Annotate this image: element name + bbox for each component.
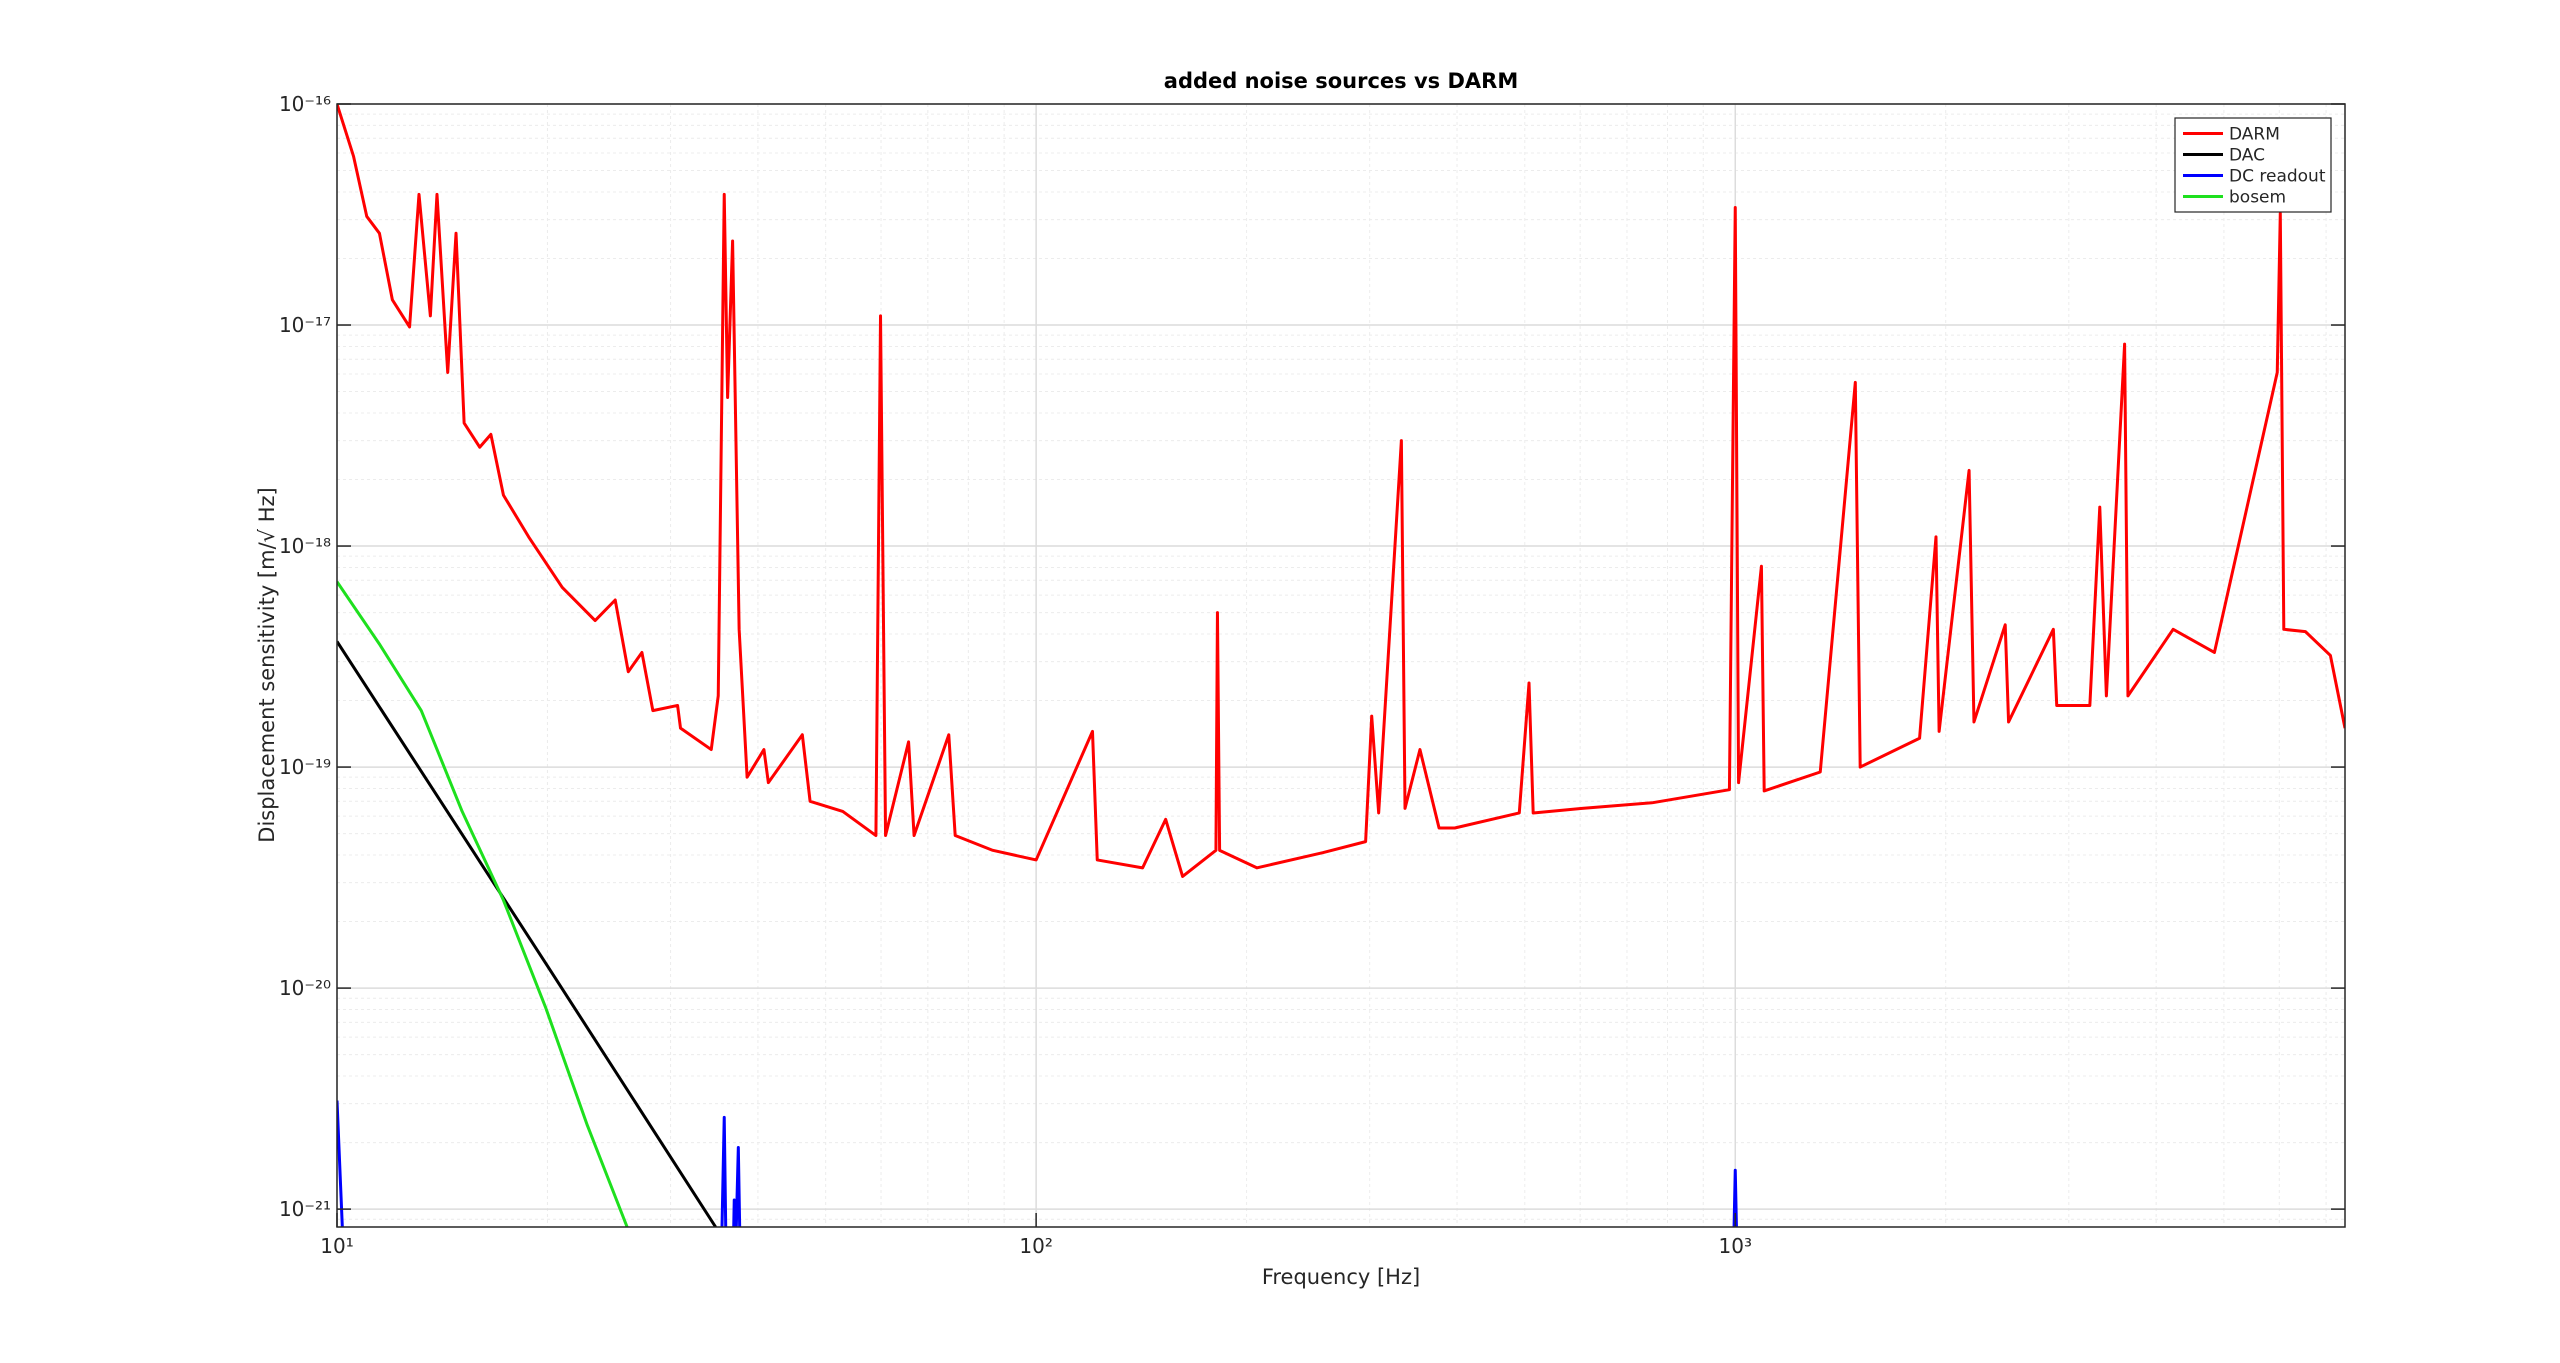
- plot-area: [337, 104, 2345, 1227]
- axes-box: [336, 103, 2346, 1228]
- x-axis-label: Frequency [Hz]: [1262, 1265, 1420, 1289]
- series-line: [337, 580, 629, 1227]
- grid: [336, 103, 2345, 1227]
- legend-label: DARM: [2229, 125, 2280, 145]
- legend-label: DAC: [2229, 146, 2265, 166]
- axes: 10¹ 10² 10³ 10⁻²¹ 10⁻²⁰ 10⁻¹⁹ 10⁻¹⁸ 10⁻¹⁷ 10⁻¹⁶: [279, 92, 2346, 1258]
- x-tick-label: 10²: [1019, 1234, 1052, 1258]
- y-tick-label: 10⁻²⁰: [279, 976, 331, 1000]
- y-tick-label: 10⁻¹⁷: [279, 313, 331, 337]
- x-tick-label: 10³: [1719, 1234, 1752, 1258]
- series-line: [337, 1100, 1738, 1227]
- legend-label: bosem: [2229, 188, 2286, 208]
- y-axis-label: Displacement sensitivity [m/√ Hz]: [255, 487, 279, 842]
- y-tick-label: 10⁻¹⁶: [279, 92, 331, 116]
- legend-label: DC readout: [2229, 167, 2326, 187]
- series-line: [337, 640, 717, 1227]
- series-line: [337, 104, 2345, 878]
- x-tick-label: 10¹: [320, 1234, 353, 1258]
- y-tick-label: 10⁻¹⁹: [279, 755, 331, 779]
- lines: [337, 104, 2345, 1227]
- y-tick-label: 10⁻¹⁸: [279, 534, 331, 558]
- chart-title: added noise sources vs DARM: [1164, 69, 1518, 93]
- y-tick-label: 10⁻²¹: [279, 1197, 331, 1221]
